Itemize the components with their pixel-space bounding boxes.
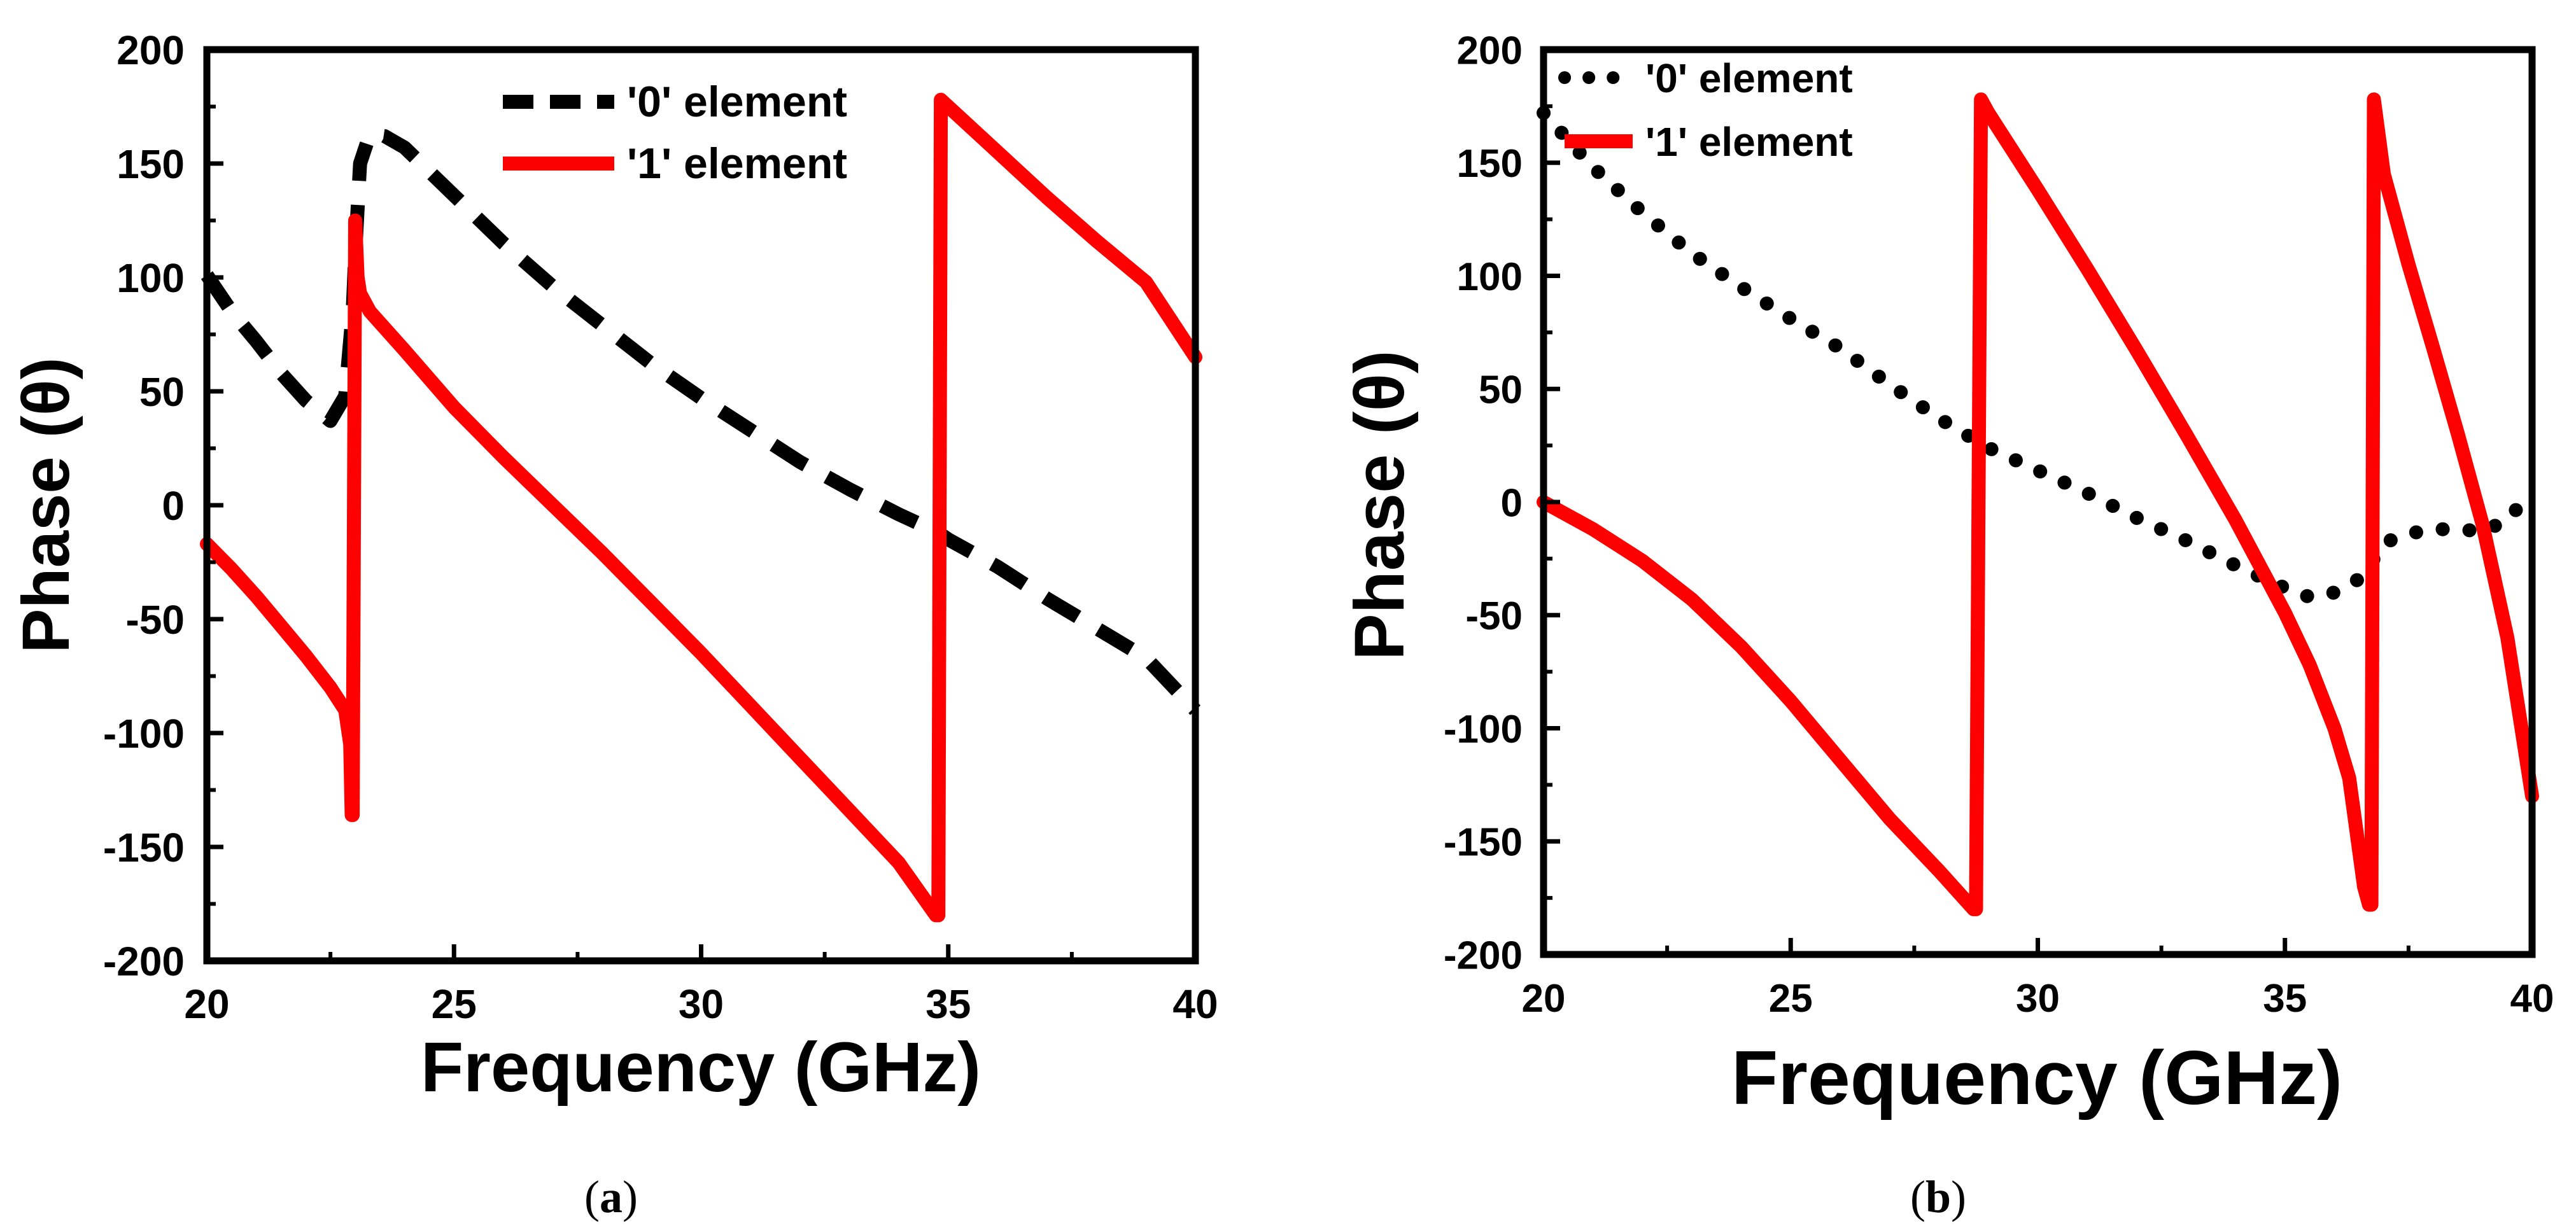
panel-a-y-tick-label: -150 xyxy=(103,825,185,870)
panel-a-legend: '0' element '1' element xyxy=(503,78,847,188)
panel-b-ticks: 20 25 30 35 40 -200 -150 -100 -50 0 50 100 150 200 xyxy=(1444,29,2554,1021)
panel-a-y-tick-label: 0 xyxy=(162,483,185,529)
panel-a-y-tick-label: 200 xyxy=(116,27,185,73)
panel-a-x-tick-label: 40 xyxy=(1172,981,1218,1027)
panel-b-y-tick-label: 150 xyxy=(1457,142,1523,186)
panel-a-x-tick-label: 20 xyxy=(184,981,229,1027)
panel-b-y-tick-label: -50 xyxy=(1465,594,1523,638)
panel-b-x-tick-label: 35 xyxy=(2263,977,2307,1021)
panel-b-series-layer xyxy=(1537,92,2539,916)
panel-b-x-tick-label: 25 xyxy=(1769,977,1813,1021)
panel-b-legend-label-0: '0' element xyxy=(1645,55,1853,101)
panel-b-series-one-line xyxy=(1537,92,2539,916)
panel-b-legend-label-1: '1' element xyxy=(1645,119,1853,165)
panel-b-caption-letter: b xyxy=(1925,1171,1951,1222)
panel-a-y-tick-label: 150 xyxy=(116,141,185,187)
panel-b-legend: '0' element '1' element xyxy=(1558,55,1853,165)
panel-b-y-tick-label: -100 xyxy=(1444,708,1523,751)
panel-a-legend-label-1: '1' element xyxy=(627,139,847,188)
panel-a-y-tick-label: -50 xyxy=(126,597,185,643)
panel-a-x-tick-label: 25 xyxy=(432,981,477,1027)
panel-a-series-layer xyxy=(200,92,1202,923)
panel-b: 20 25 30 35 40 -200 -150 -100 -50 0 50 100 150 200 Fr… xyxy=(1341,29,2554,1222)
panel-a-y-axis-title: Phase (θ) xyxy=(9,357,83,653)
panel-b-y-tick-label: -150 xyxy=(1444,821,1523,865)
panel-b-y-tick-label: 100 xyxy=(1457,255,1523,299)
panel-a-x-axis-title: Frequency (GHz) xyxy=(421,1028,981,1107)
panel-a-x-tick-label: 30 xyxy=(679,981,724,1027)
panel-a: 20 25 30 35 40 -200 -150 -100 -50 0 50 100 150 200 Fr… xyxy=(9,27,1218,1222)
panel-b-y-tick-label: 50 xyxy=(1479,368,1523,412)
panel-b-y-tick-label: -200 xyxy=(1444,933,1523,977)
panel-a-caption: (a) xyxy=(584,1171,638,1222)
panel-b-y-tick-label: 0 xyxy=(1501,481,1523,525)
panel-b-x-axis-title: Frequency (GHz) xyxy=(1731,1035,2342,1121)
panel-b-y-axis-title: Phase (θ) xyxy=(1341,350,1419,660)
panel-a-y-tick-label: -200 xyxy=(103,939,185,984)
panel-b-x-tick-label: 40 xyxy=(2510,977,2554,1021)
panel-a-series-zero-line xyxy=(201,127,1200,715)
panel-a-caption-letter: a xyxy=(600,1171,623,1222)
panel-a-x-tick-label: 35 xyxy=(926,981,971,1027)
panel-b-y-tick-label: 200 xyxy=(1457,29,1523,73)
panel-a-ticks: 20 25 30 35 40 -200 -150 -100 -50 0 50 100 150 200 xyxy=(103,27,1218,1027)
panel-a-y-tick-label: 100 xyxy=(116,255,185,301)
panel-a-series-one-line xyxy=(200,92,1202,923)
panel-b-series-zero-line xyxy=(1537,106,2539,605)
panel-b-x-tick-label: 20 xyxy=(1522,977,1566,1021)
panel-a-y-tick-label: 50 xyxy=(139,369,185,415)
panel-b-caption: (b) xyxy=(1910,1171,1966,1222)
panel-a-legend-label-0: '0' element xyxy=(627,78,847,126)
panel-a-y-tick-label: -100 xyxy=(103,711,185,757)
panel-b-x-tick-label: 30 xyxy=(2016,977,2060,1021)
